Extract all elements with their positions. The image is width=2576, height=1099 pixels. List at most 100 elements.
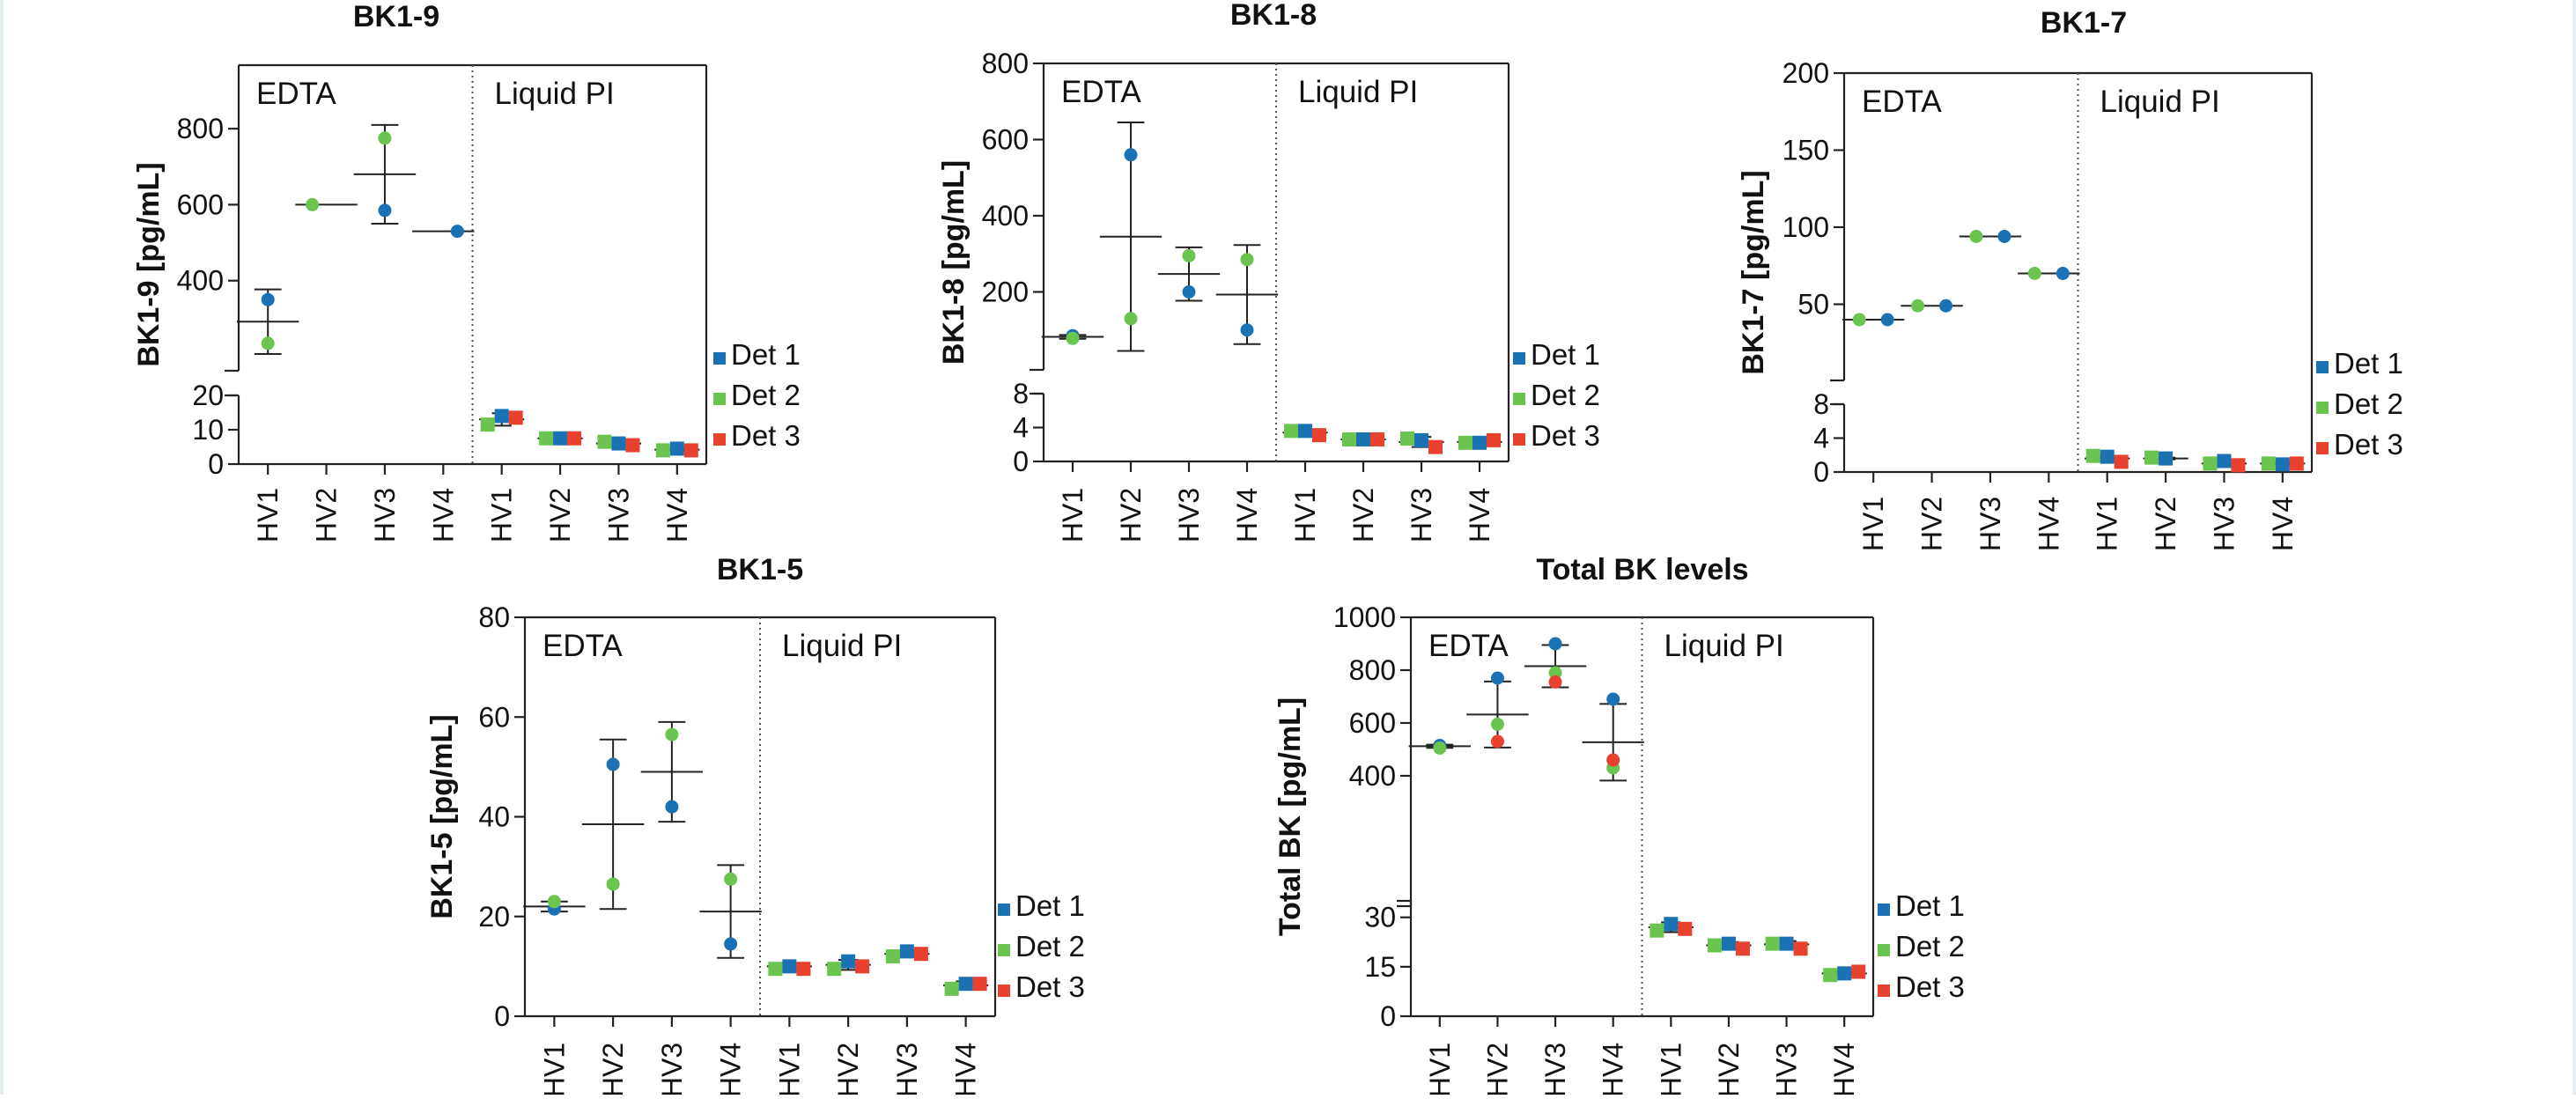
y-tick-label: 20 (478, 901, 510, 933)
x-tick-label: HV1 (252, 488, 284, 542)
legend-swatch (998, 904, 1010, 916)
x-tick-label: HV4 (1231, 488, 1263, 542)
y-tick-label: 800 (177, 113, 224, 144)
data-point-det1 (665, 800, 679, 814)
legend-label: Det 1 (2334, 347, 2403, 380)
chart-title: BK1-7 (2041, 6, 2127, 40)
chart-title: Total BK levels (1536, 553, 1748, 586)
y-tick-label: 4 (1813, 423, 1829, 454)
x-tick-label: HV2 (1713, 1043, 1745, 1095)
data-point-det1 (1606, 692, 1620, 706)
y-tick-label: 30 (1364, 902, 1396, 933)
panel-bk1-5: BK1-5 BK1-5 [pg/mL] 0 20 40 60 80 EDTA Liquid PI… (425, 553, 1085, 1097)
panel-bk1-8: BK1-8 BK1-8 [pg/mL] 200 400 600 800 048 EDTA Liq… (937, 0, 1600, 542)
y-axis-label: BK1-8 [pg/mL] (937, 160, 971, 365)
data-point-det1 (606, 757, 620, 771)
data-point-det2 (2203, 456, 2218, 471)
legend-swatch (998, 985, 1010, 997)
data-point-det3 (2231, 458, 2246, 473)
data-point-det2 (665, 727, 679, 741)
x-tick-label: HV2 (832, 1043, 864, 1095)
data-point-det1 (782, 959, 797, 974)
data-point-det3 (1490, 734, 1504, 749)
x-tick-label: HV3 (656, 1043, 688, 1095)
data-point-det2 (2027, 267, 2041, 280)
y-tick-label: 200 (1783, 57, 1829, 89)
x-tick-label: HV2 (1916, 497, 1948, 551)
data-point-det2 (1284, 424, 1298, 439)
group-label: EDTA (256, 77, 336, 111)
y-tick-label: 0 (1013, 446, 1029, 477)
x-tick-label: HV3 (369, 488, 401, 542)
y-axis-label: BK1-9 [pg/mL] (132, 162, 166, 366)
y-tick-label: 15 (1364, 951, 1396, 983)
y-tick-label: 0 (208, 448, 224, 480)
y-tick-label: 4 (1013, 412, 1029, 444)
legend-swatch (2316, 361, 2329, 373)
x-tick-label: HV1 (773, 1043, 805, 1095)
data-point-det1 (611, 436, 626, 451)
y-tick-label: 100 (1783, 211, 1829, 243)
group-label: Liquid PI (1298, 75, 1418, 109)
data-point-det2 (1911, 299, 1925, 313)
data-point-det3 (972, 977, 987, 992)
x-tick-label: HV4 (1464, 488, 1495, 542)
data-point-det2 (724, 872, 738, 886)
x-tick-label: HV1 (538, 1043, 570, 1095)
data-point-det3 (1793, 941, 1808, 956)
legend-swatch (713, 352, 726, 365)
data-point-det2 (378, 131, 392, 145)
data-point-det1 (1356, 431, 1370, 446)
legend-label: Det 2 (731, 379, 801, 411)
x-tick-label: HV3 (891, 1043, 923, 1095)
right-edge-strip (2572, 0, 2576, 1095)
legend-swatch (1513, 433, 1525, 446)
data-point-det1 (1182, 285, 1196, 299)
x-tick-label: HV4 (2033, 497, 2064, 551)
data-point-det2 (480, 417, 495, 432)
data-point-det3 (683, 443, 698, 458)
data-point-det1 (958, 977, 973, 992)
data-point-det1 (2275, 457, 2290, 472)
data-point-det2 (2144, 450, 2159, 465)
x-tick-label: HV3 (1771, 1043, 1803, 1095)
data-point-det3 (1487, 432, 1501, 447)
legend-swatch (1878, 904, 1890, 916)
data-point-det1 (1298, 424, 1312, 439)
x-tick-label: HV4 (2267, 497, 2299, 551)
legend-label: Det 2 (1015, 930, 1085, 963)
x-tick-label: HV2 (1347, 488, 1379, 542)
group-label: Liquid PI (2100, 85, 2220, 119)
data-point-det2 (1490, 718, 1504, 731)
panel-total-bk-levels: Total BK levels Total BK [pg/mL] 400 600 800… (1273, 553, 1965, 1097)
group-label: EDTA (1061, 75, 1141, 109)
x-tick-label: HV1 (1655, 1043, 1687, 1095)
data-point-det1 (494, 409, 509, 424)
x-tick-label: HV1 (1857, 497, 1889, 551)
y-axis-label: BK1-7 [pg/mL] (1737, 170, 1770, 374)
legend: Det 1 Det 2 Det 3 (2316, 347, 2403, 461)
data-point-det1 (1880, 313, 1894, 327)
data-point-det2 (306, 197, 320, 211)
legend-label: Det 1 (731, 338, 801, 371)
data-point-det3 (1312, 428, 1326, 443)
y-tick-label: 600 (177, 188, 224, 220)
legend-label: Det 1 (1531, 338, 1600, 371)
y-tick-label: 600 (1349, 707, 1396, 739)
data-point-det3 (625, 438, 640, 453)
x-tick-label: HV3 (1539, 1043, 1571, 1095)
left-edge-strip (0, 0, 4, 1095)
data-point-det2 (1124, 312, 1138, 326)
data-point-det2 (1458, 435, 1473, 450)
legend: Det 1 Det 2 Det 3 (713, 338, 801, 452)
y-axis-label: Total BK [pg/mL] (1273, 697, 1307, 936)
data-point-det2 (1240, 253, 1254, 267)
legend-swatch (1878, 985, 1890, 997)
data-point-det1 (2056, 267, 2070, 280)
x-tick-label: HV3 (602, 488, 634, 542)
data-point-det2 (1969, 230, 1983, 243)
x-tick-label: HV4 (661, 488, 693, 542)
legend: Det 1 Det 2 Det 3 (1878, 889, 1965, 1003)
panel-bk1-7: BK1-7 BK1-7 [pg/mL] 50 100 150 200 048 EDTA Liqu… (1737, 6, 2403, 551)
